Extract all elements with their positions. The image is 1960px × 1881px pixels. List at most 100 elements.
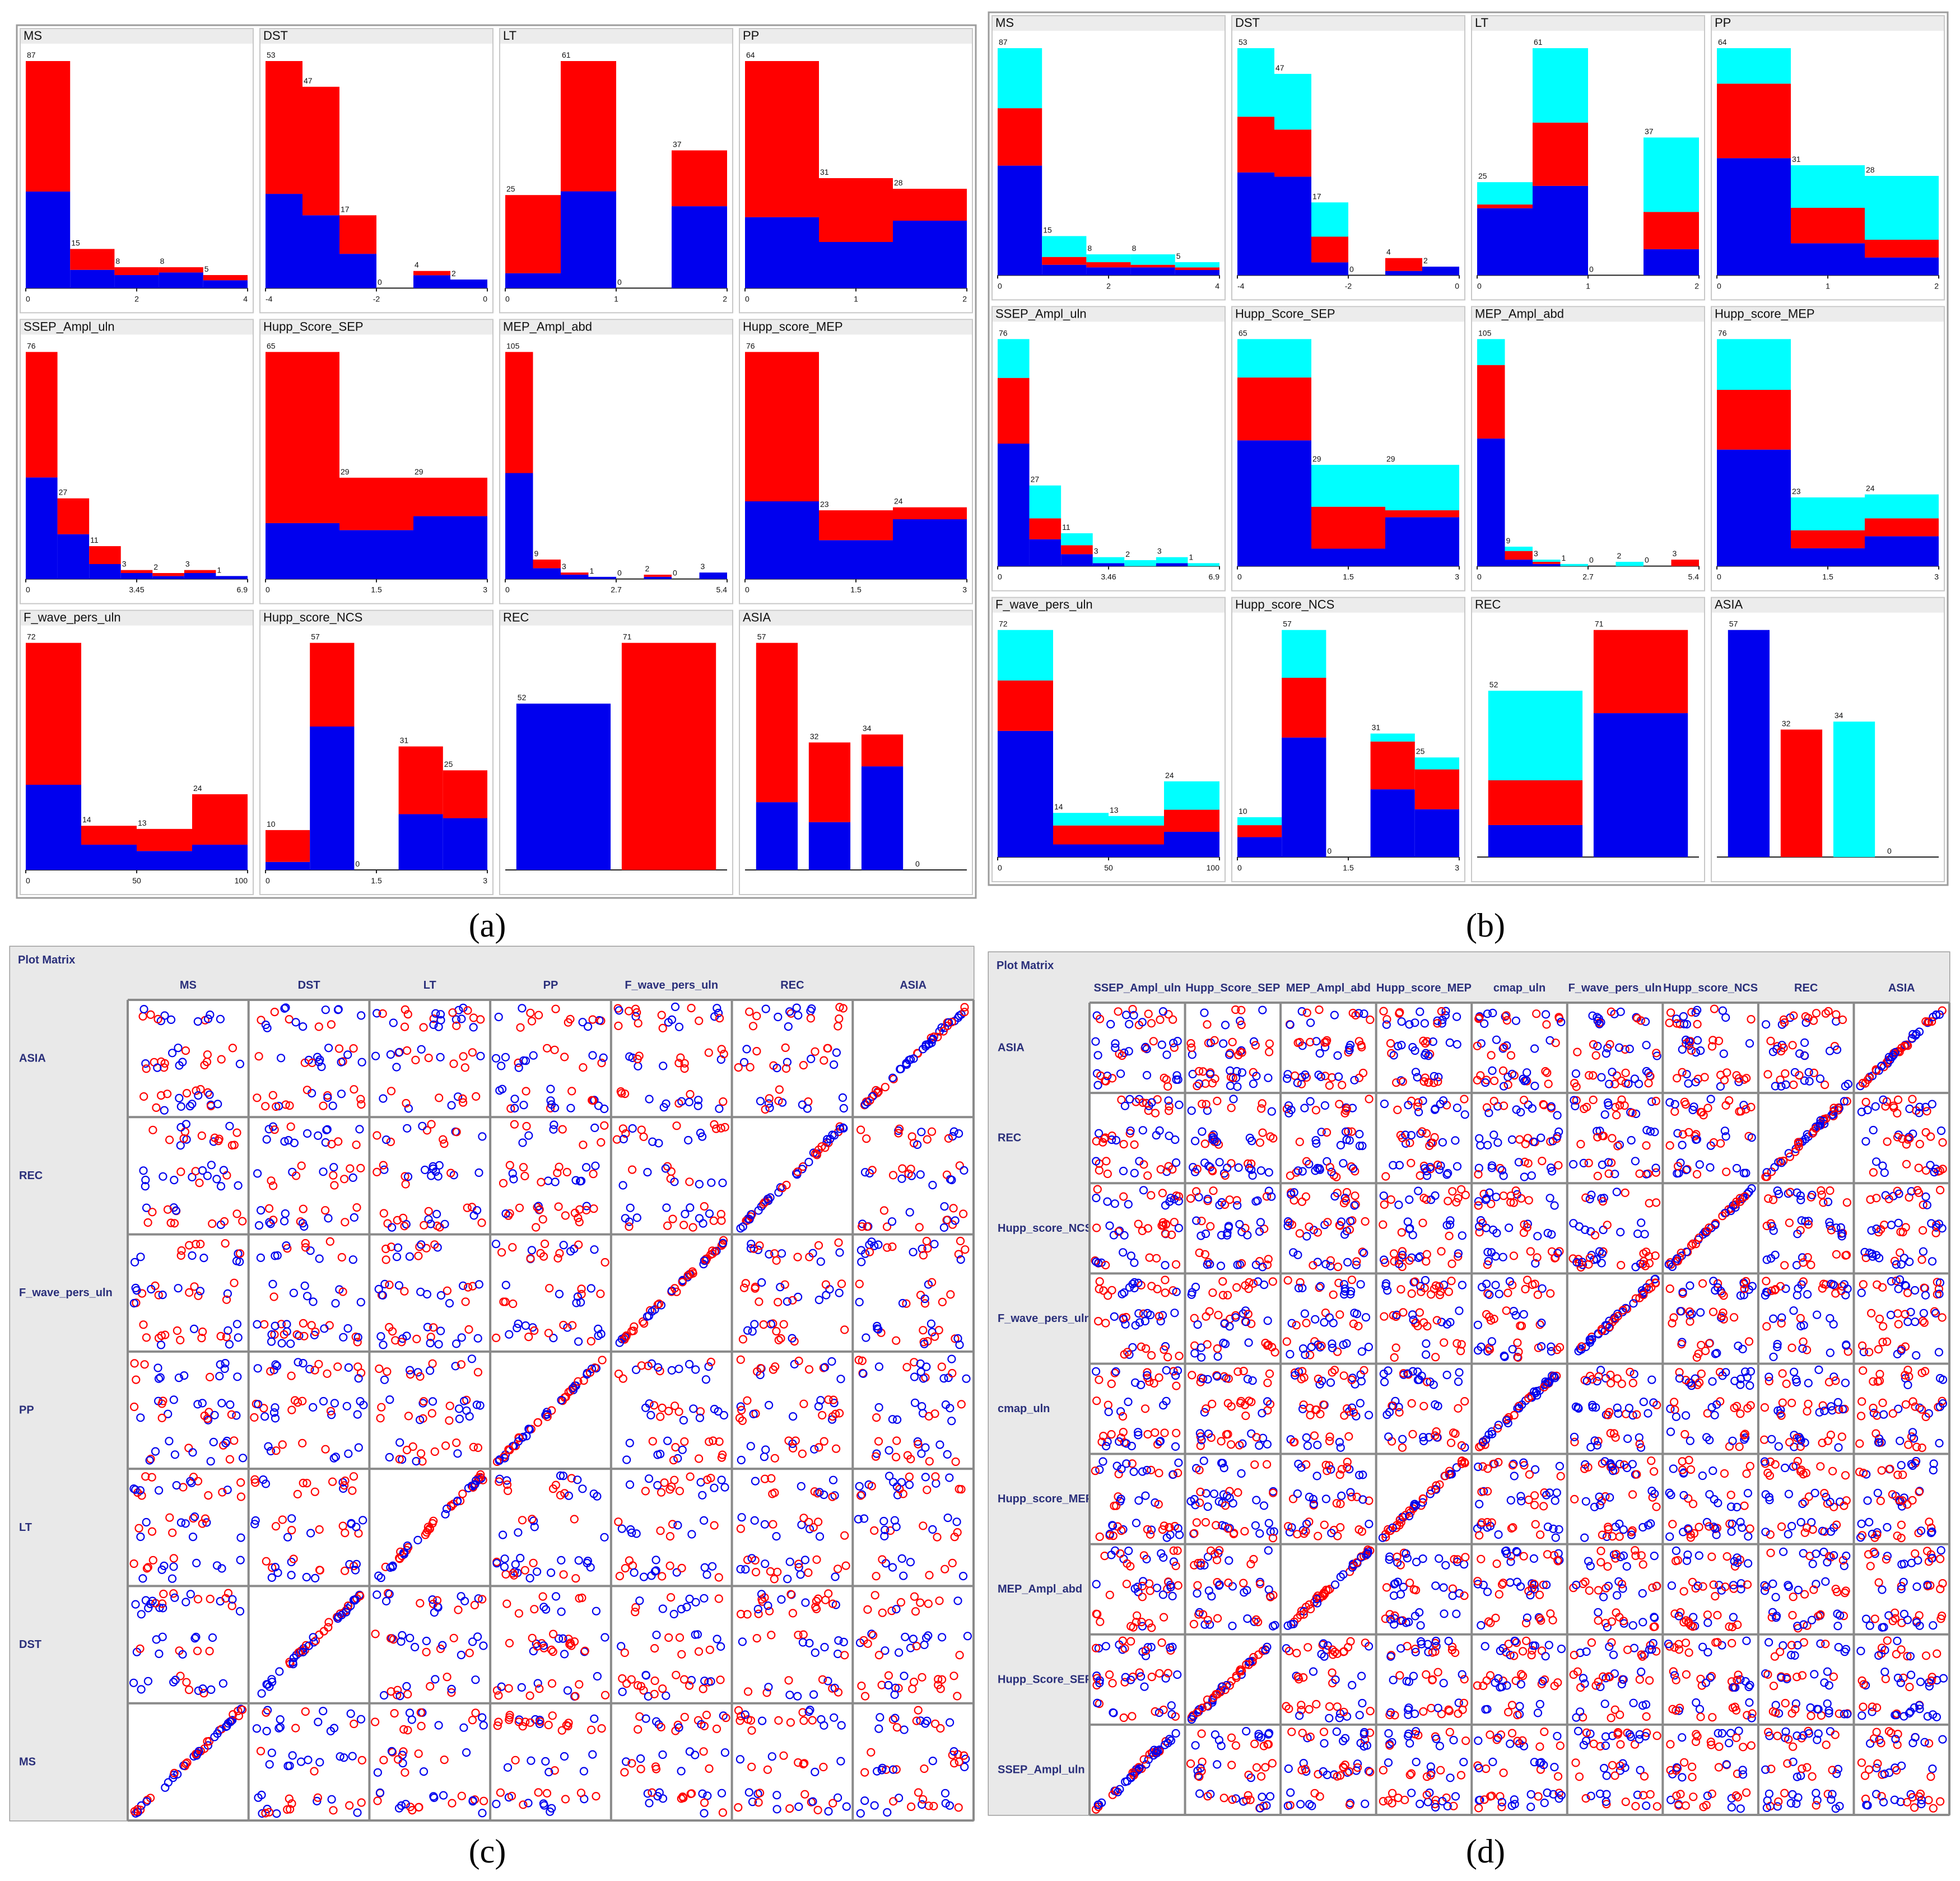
data-point — [170, 1219, 179, 1228]
data-point — [146, 1010, 155, 1019]
column-header: DST — [298, 979, 320, 991]
data-point — [619, 1134, 628, 1144]
data-point — [152, 1103, 161, 1112]
scatter-cell — [138, 1004, 244, 1115]
bar-segment — [1644, 137, 1699, 212]
data-point — [262, 1135, 271, 1144]
histogram-frame — [499, 319, 733, 604]
data-point — [267, 1176, 276, 1185]
bar-count-label: 47 — [304, 76, 313, 85]
data-point — [141, 1175, 150, 1185]
bar-segment — [152, 576, 184, 579]
data-point — [888, 1073, 897, 1082]
data-point — [222, 1295, 231, 1304]
data-point — [320, 1324, 329, 1333]
bar-count-label: 34 — [1835, 711, 1843, 720]
histogram-title: DST — [263, 29, 288, 43]
bar-segment — [533, 559, 561, 569]
data-point — [452, 1021, 461, 1030]
bar-segment — [1505, 546, 1533, 551]
data-point — [289, 1288, 299, 1297]
data-point — [166, 1218, 175, 1227]
x-tick-label: 3 — [1934, 572, 1939, 581]
data-point — [458, 1098, 468, 1107]
data-point — [681, 1209, 690, 1218]
bar-segment — [339, 254, 376, 288]
bar-segment — [1237, 837, 1282, 857]
scatter-cell — [856, 1124, 969, 1232]
bar-count-label: 0 — [1349, 264, 1354, 273]
data-point — [820, 1056, 828, 1065]
data-point — [526, 1008, 535, 1017]
bar-segment — [1488, 691, 1583, 780]
data-point — [538, 1215, 547, 1224]
bar-count-label: 27 — [1031, 475, 1040, 484]
histogram-title-strip — [740, 611, 972, 626]
data-point — [534, 1202, 543, 1210]
histogram-title: LT — [503, 29, 516, 43]
data-point — [960, 1003, 969, 1012]
data-point — [401, 1005, 409, 1014]
bar-segment — [1130, 254, 1175, 265]
bar-segment — [1282, 678, 1326, 738]
data-point — [291, 1171, 301, 1180]
bar-count-label: 8 — [115, 257, 120, 266]
data-point — [597, 1138, 606, 1147]
x-tick-label: 3 — [1455, 863, 1459, 872]
bar-segment — [1029, 539, 1062, 566]
data-point — [783, 1058, 792, 1067]
data-point — [139, 1320, 148, 1329]
bar-count-label: 2 — [1617, 551, 1622, 560]
bar-count-label: 27 — [59, 488, 68, 497]
data-point — [452, 1128, 461, 1137]
column-header: PP — [543, 979, 558, 991]
bar-segment — [398, 814, 443, 870]
data-point — [582, 1202, 591, 1210]
bar-segment — [1865, 536, 1939, 566]
x-tick-label: -4 — [1237, 281, 1245, 290]
data-point — [719, 1049, 728, 1059]
bar-segment — [1237, 339, 1311, 378]
row-header: LT — [19, 1521, 32, 1534]
data-point — [765, 1094, 774, 1103]
bar-segment — [339, 215, 376, 254]
data-point — [321, 1138, 330, 1147]
data-point — [346, 1164, 355, 1173]
x-tick-label: 1.5 — [1822, 572, 1833, 581]
data-point — [225, 1121, 234, 1130]
bar-segment — [1175, 270, 1219, 276]
x-tick-label: 0 — [1477, 281, 1482, 290]
data-point — [898, 1164, 907, 1173]
data-point — [403, 1010, 412, 1019]
row-header: cmap_uln — [998, 1403, 1050, 1415]
bar-segment — [505, 473, 533, 579]
bar-segment — [998, 165, 1042, 276]
bar-segment — [1791, 208, 1865, 244]
data-point — [472, 1092, 481, 1101]
bar-segment — [1865, 176, 1939, 240]
bar-segment — [1164, 781, 1219, 810]
bar-segment — [893, 189, 967, 221]
data-point — [739, 1058, 749, 1067]
data-point — [216, 1182, 226, 1191]
data-point — [329, 1171, 338, 1180]
histogram-title-strip — [1712, 307, 1944, 322]
bar-segment — [137, 851, 192, 870]
data-point — [683, 1135, 693, 1145]
data-point — [353, 1338, 362, 1347]
data-point — [745, 1215, 754, 1224]
data-point — [748, 1022, 758, 1031]
data-point — [662, 1099, 671, 1108]
bar-segment — [1311, 262, 1348, 276]
bar-segment — [120, 570, 153, 573]
data-point — [197, 1131, 206, 1140]
data-point — [839, 1123, 848, 1132]
data-point — [337, 1058, 346, 1067]
data-point — [357, 1011, 366, 1020]
bar-count-label: 29 — [1386, 454, 1395, 463]
data-point — [625, 1052, 634, 1061]
data-point — [754, 1206, 763, 1215]
data-point — [793, 1167, 802, 1176]
